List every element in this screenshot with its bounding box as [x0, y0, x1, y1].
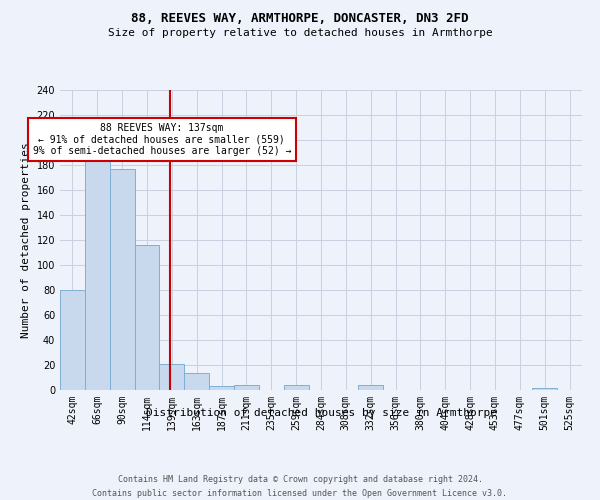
- Bar: [85, 145, 110, 390]
- Text: Contains HM Land Registry data © Crown copyright and database right 2024.
Contai: Contains HM Land Registry data © Crown c…: [92, 476, 508, 498]
- Bar: [60, 290, 85, 390]
- Bar: [110, 169, 134, 390]
- Y-axis label: Number of detached properties: Number of detached properties: [21, 142, 31, 338]
- Bar: [184, 372, 209, 390]
- Bar: [160, 364, 184, 390]
- Bar: [209, 386, 234, 390]
- Bar: [234, 385, 259, 390]
- Text: Distribution of detached houses by size in Armthorpe: Distribution of detached houses by size …: [146, 408, 497, 418]
- Text: 88, REEVES WAY, ARMTHORPE, DONCASTER, DN3 2FD: 88, REEVES WAY, ARMTHORPE, DONCASTER, DN…: [131, 12, 469, 26]
- Bar: [284, 385, 308, 390]
- Bar: [532, 388, 557, 390]
- Bar: [358, 385, 383, 390]
- Text: Size of property relative to detached houses in Armthorpe: Size of property relative to detached ho…: [107, 28, 493, 38]
- Bar: [134, 245, 160, 390]
- Text: 88 REEVES WAY: 137sqm
← 91% of detached houses are smaller (559)
9% of semi-deta: 88 REEVES WAY: 137sqm ← 91% of detached …: [32, 123, 291, 156]
